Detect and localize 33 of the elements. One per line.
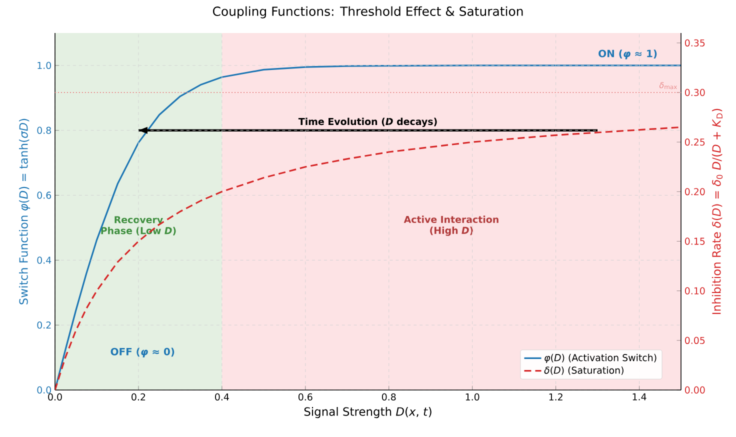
band-label: Active Interaction (High D) [404,216,498,236]
y-tick-label: 0.6 [37,192,52,199]
x-tick-label: 0.0 [48,393,62,401]
y-axis-title: Switch Function φ(D) = tanh(σD) [19,118,30,304]
x-tick-label: 0.8 [382,393,396,401]
y-tick-label: 1.0 [38,62,52,70]
y-tick-label: 0.8 [37,126,51,134]
y-tick-label: 0.2 [37,322,51,329]
x-tick-label: 0.6 [298,393,312,401]
y2-tick-label: 0.20 [684,188,705,196]
legend-label: φ(D) (Activation Switch) [544,354,656,364]
y-tick-label: 0.0 [37,386,52,394]
x-tick-label: 0.2 [132,393,146,401]
x-tick-label: 1.0 [466,393,480,401]
x-tick-label: 0.4 [215,393,229,401]
chart-title: Coupling Functions: Threshold Effect & Saturation [212,6,523,18]
y2-tick-label: 0.05 [684,336,705,344]
x-tick-label: 1.2 [549,393,562,400]
y2-tick-label: 0.00 [684,386,705,394]
band-label: Recovery Phase (Low D) [101,216,176,236]
annotation: Time Evolution (D decays) [298,118,437,128]
y2-tick-label: 0.10 [684,287,705,294]
x-tick-label: 1.4 [632,393,646,400]
legend-label: δ(D) (Saturation) [544,366,624,375]
y2-tick-label: 0.25 [684,138,705,146]
x-axis-title: Signal Strength D(x, t) [304,407,432,418]
y-tick-label: 0.4 [37,256,52,264]
text: Inhibition Rate δ(D) = δ$_{0}$ D/(D + K$_{D}$) [712,108,723,314]
y2-tick-label: 0.30 [684,88,705,96]
annotation: OFF (φ ≈ 0) [110,348,174,358]
y2-tick-label: 0.15 [684,238,705,245]
annotation: ON (φ ≈ 1) [598,50,657,60]
y2-tick-label: 0.35 [684,39,705,46]
